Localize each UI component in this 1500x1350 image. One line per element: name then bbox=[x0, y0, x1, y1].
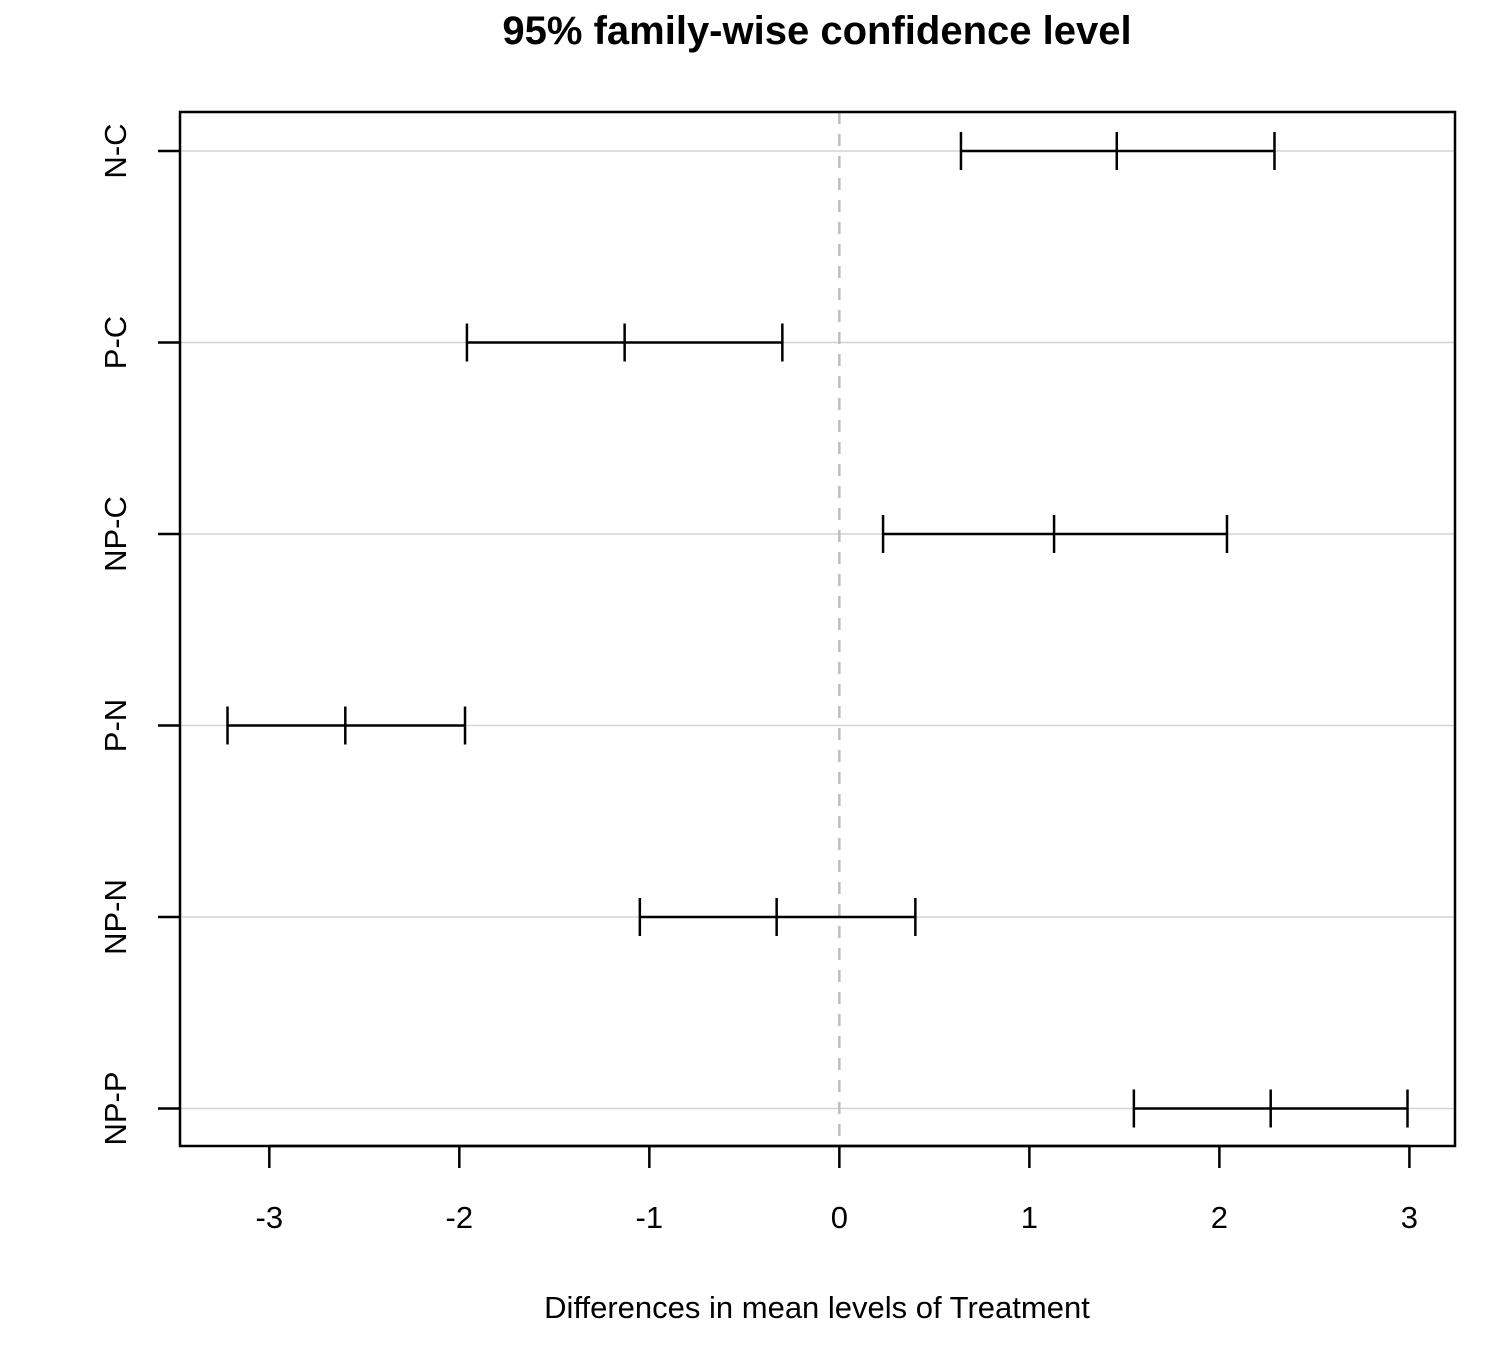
y-tick-label: NP-C bbox=[98, 496, 133, 572]
chart-title: 95% family-wise confidence level bbox=[502, 9, 1131, 53]
y-tick-label: P-N bbox=[98, 699, 133, 752]
y-axis: N-C P-C NP-C P-N NP-N NP-P bbox=[98, 123, 180, 1146]
x-tick-label: 3 bbox=[1401, 1200, 1418, 1235]
x-tick-label: -1 bbox=[636, 1200, 664, 1235]
y-tick-label: NP-N bbox=[98, 879, 133, 955]
x-axis-label: Differences in mean levels of Treatment bbox=[544, 1290, 1090, 1325]
x-tick-label: -3 bbox=[256, 1200, 284, 1235]
plot-frame bbox=[178, 110, 1457, 1148]
confidence-intervals bbox=[226, 132, 1409, 1128]
x-tick-label: 0 bbox=[831, 1200, 848, 1235]
x-axis: -3 -2 -1 0 1 2 3 bbox=[256, 1144, 1418, 1235]
x-tick-label: 1 bbox=[1021, 1200, 1038, 1235]
y-tick-label: N-C bbox=[98, 123, 133, 178]
grid-lines bbox=[180, 150, 1455, 1110]
y-tick-label: P-C bbox=[98, 316, 133, 369]
x-tick-label: 2 bbox=[1211, 1200, 1228, 1235]
y-tick-label: NP-P bbox=[98, 1071, 133, 1145]
x-tick-label: -2 bbox=[446, 1200, 474, 1235]
